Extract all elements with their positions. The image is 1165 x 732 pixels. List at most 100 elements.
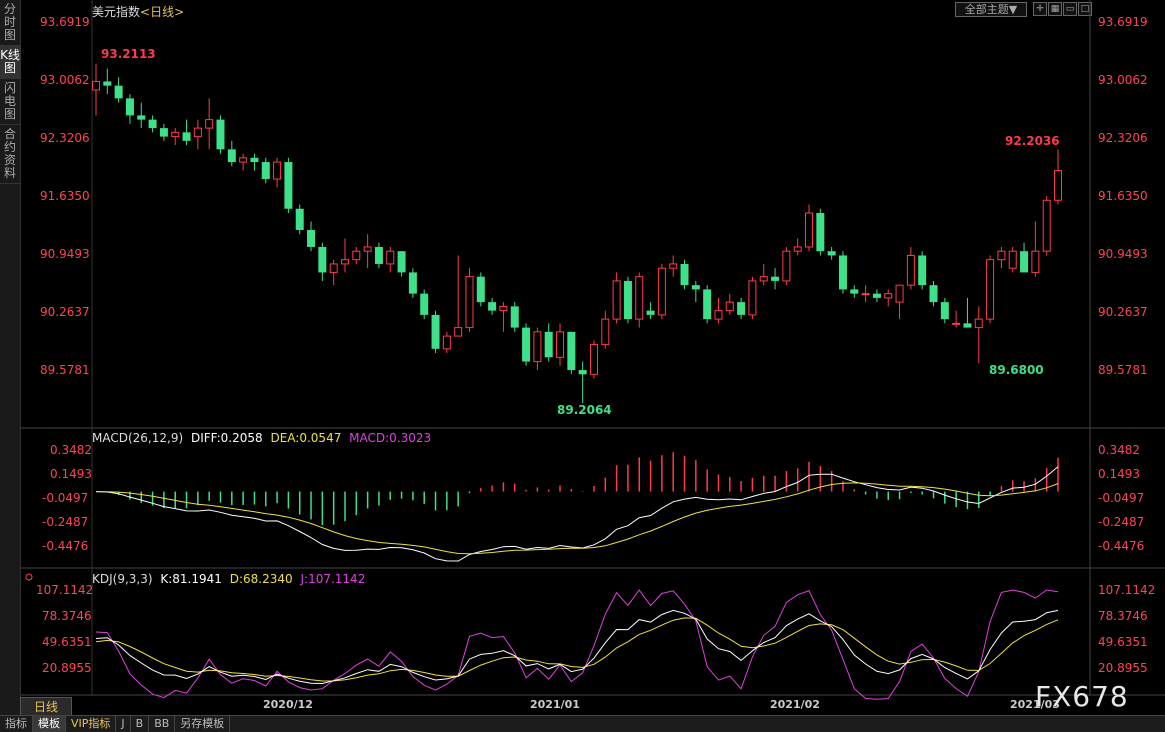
candle-body: [193, 127, 202, 138]
macd-dea: DEA:0.0547: [270, 431, 341, 445]
macd-tick: 0.1493: [50, 467, 92, 481]
candle-body: [556, 331, 565, 358]
candle-body: [510, 306, 519, 328]
candle-body: [861, 293, 870, 296]
instrument-name: 美元指数: [92, 5, 141, 19]
candle-body: [974, 318, 983, 329]
candle-body: [714, 310, 723, 320]
candle-body: [906, 254, 915, 286]
period-label: <日线>: [140, 5, 185, 19]
candle-body: [420, 293, 429, 315]
candle-body: [816, 213, 825, 252]
candle-body: [465, 276, 474, 329]
candle-body: [1008, 250, 1017, 269]
candle-body: [589, 344, 598, 375]
macd-tick: 0.3482: [50, 443, 92, 457]
tab-bb[interactable]: BB: [149, 716, 176, 732]
candle-body: [771, 276, 780, 281]
candle-body: [476, 276, 485, 303]
tab-b[interactable]: B: [131, 716, 150, 732]
candle-body: [125, 98, 134, 116]
low-annotation: 89.6800: [989, 363, 1044, 377]
chart-area[interactable]: 93.6919 93.0062 92.3206 91.6350 90.9493 …: [0, 0, 1165, 715]
chart-title: 美元指数<日线>: [92, 3, 184, 20]
price-tick: 90.9493: [40, 247, 90, 261]
candle-body: [940, 302, 949, 320]
candle-body: [307, 229, 316, 247]
kdj-k: K:81.1941: [160, 572, 222, 586]
candle-body: [216, 119, 225, 150]
candle-body: [182, 132, 191, 141]
crosshair-icon[interactable]: ✛: [1033, 2, 1047, 16]
candle-body: [1020, 251, 1029, 273]
candle-body: [635, 276, 644, 320]
date-tick: 2021/03: [1010, 698, 1060, 711]
candle-body: [103, 81, 112, 86]
macd-tick: -0.4476: [1098, 539, 1144, 553]
tab-vip-indicator[interactable]: VIP指标: [66, 716, 117, 732]
candle-body: [623, 280, 632, 320]
kdj-tick: 107.1142: [36, 583, 93, 597]
macd-pane: [95, 452, 1059, 562]
candles: [92, 63, 1062, 404]
candle-body: [725, 301, 734, 312]
period-tab-daily[interactable]: 日线: [20, 697, 72, 717]
candle-body: [703, 289, 712, 320]
candle-body: [488, 302, 497, 311]
tab-template[interactable]: 模板: [33, 716, 66, 732]
kdj-tick: 20.8955: [42, 661, 92, 675]
candle-body: [1031, 250, 1040, 273]
candle-body: [827, 251, 836, 256]
price-tick: 89.5781: [1098, 363, 1148, 377]
tab-timeshare[interactable]: 分时图: [0, 0, 20, 46]
candle-body: [92, 80, 100, 91]
candle-body: [114, 85, 123, 99]
candle-body: [250, 157, 259, 163]
macd-tick: -0.0497: [1098, 491, 1144, 505]
kdj-d-line: [95, 617, 1059, 682]
tab-j[interactable]: J: [116, 716, 131, 732]
tab-flash[interactable]: 闪电图: [0, 79, 20, 125]
candle-body: [329, 263, 338, 273]
watermark: FX678: [1035, 680, 1129, 713]
candle-body: [533, 331, 542, 363]
candle-body: [895, 284, 904, 303]
grid-icon[interactable]: ▦: [1048, 2, 1062, 16]
candle-body: [386, 250, 395, 265]
candle-body: [657, 267, 666, 316]
maximize-icon[interactable]: □: [1078, 2, 1092, 16]
price-tick: 93.6919: [1098, 15, 1148, 29]
candle-body: [171, 131, 180, 138]
kdj-tick: 49.6351: [42, 635, 92, 649]
candle-body: [963, 323, 972, 328]
tab-contract[interactable]: 合约资料: [0, 125, 20, 184]
macd-diff-line: [95, 466, 1059, 562]
macd-tick: -0.0497: [42, 491, 88, 505]
candle-body: [352, 250, 361, 261]
kdj-d: D:68.2340: [230, 572, 293, 586]
kdj-settings-icon[interactable]: [25, 573, 33, 581]
candle-body: [918, 255, 927, 286]
candle-body: [884, 293, 893, 299]
candle-body: [567, 331, 576, 371]
candle-body: [782, 250, 791, 282]
kdj-tick: 20.8955: [1098, 661, 1148, 675]
candle-body: [408, 272, 417, 294]
price-tick: 93.6919: [40, 15, 90, 29]
macd-label: MACD(26,12,9): [92, 431, 183, 445]
candle-body: [454, 327, 463, 337]
candle-body: [284, 162, 293, 209]
kdj-legend: KDJ(9,3,3) K:81.1941 D:68.2340 J:107.114…: [92, 572, 365, 586]
macd-legend: MACD(26,12,9) DIFF:0.2058 DEA:0.0547 MAC…: [92, 431, 431, 445]
tab-indicator[interactable]: 指标: [0, 716, 33, 732]
tab-kline[interactable]: K线图: [0, 46, 20, 79]
bottom-toolbar: 指标 模板 VIP指标 J B BB 另存模板: [0, 715, 1165, 732]
restore-icon[interactable]: ▭: [1063, 2, 1077, 16]
theme-dropdown[interactable]: 全部主题▼: [955, 2, 1027, 17]
candle-body: [159, 128, 168, 137]
candle-body: [646, 310, 655, 315]
price-tick: 93.0062: [1098, 73, 1148, 87]
tab-save-template[interactable]: 另存模板: [175, 716, 231, 732]
candle-body: [759, 276, 768, 282]
candle-body: [442, 335, 451, 350]
